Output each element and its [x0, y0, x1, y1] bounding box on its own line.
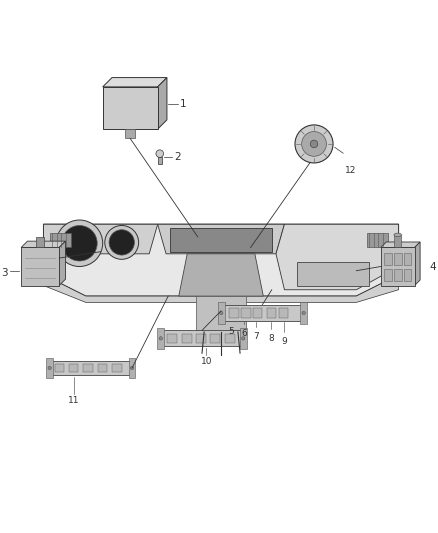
Bar: [384, 270, 392, 281]
Circle shape: [302, 311, 305, 314]
Bar: [210, 334, 220, 343]
Circle shape: [295, 125, 333, 163]
Bar: [161, 330, 243, 346]
Circle shape: [109, 230, 134, 255]
Bar: [240, 328, 247, 349]
Bar: [21, 247, 59, 286]
Ellipse shape: [394, 233, 402, 237]
Bar: [394, 235, 401, 247]
Bar: [36, 237, 44, 247]
Polygon shape: [21, 241, 66, 247]
Text: 2: 2: [175, 151, 181, 161]
Bar: [158, 157, 162, 164]
Bar: [102, 87, 158, 129]
Bar: [221, 304, 304, 321]
Bar: [367, 233, 388, 247]
Bar: [300, 302, 307, 324]
Text: 11: 11: [68, 396, 80, 405]
Circle shape: [310, 140, 318, 148]
Circle shape: [48, 366, 51, 369]
Circle shape: [302, 132, 326, 156]
Polygon shape: [415, 242, 420, 286]
Polygon shape: [179, 254, 263, 296]
Bar: [404, 253, 411, 265]
Bar: [230, 308, 239, 318]
Text: 3: 3: [1, 268, 7, 278]
Bar: [279, 308, 288, 318]
Bar: [46, 358, 53, 378]
Polygon shape: [59, 241, 66, 286]
Bar: [253, 308, 262, 318]
Polygon shape: [276, 224, 399, 290]
Bar: [384, 253, 392, 265]
Polygon shape: [381, 242, 420, 247]
Text: 12: 12: [345, 166, 356, 175]
Circle shape: [219, 311, 223, 314]
Bar: [267, 308, 276, 318]
Bar: [241, 308, 251, 318]
Bar: [167, 334, 177, 343]
Bar: [181, 334, 192, 343]
Polygon shape: [43, 224, 158, 262]
Circle shape: [56, 220, 102, 266]
Bar: [196, 296, 247, 332]
Text: 1: 1: [180, 99, 186, 109]
Circle shape: [241, 337, 245, 340]
Bar: [381, 247, 415, 286]
Text: 9: 9: [282, 337, 287, 346]
Circle shape: [105, 225, 138, 260]
Circle shape: [62, 225, 97, 261]
Bar: [112, 364, 121, 372]
Text: 8: 8: [268, 334, 274, 343]
Polygon shape: [43, 224, 399, 296]
Bar: [394, 253, 402, 265]
Bar: [125, 129, 135, 139]
Bar: [129, 358, 135, 378]
Bar: [50, 233, 71, 247]
Polygon shape: [158, 224, 284, 254]
Text: 4: 4: [429, 262, 436, 271]
Bar: [297, 262, 369, 286]
Circle shape: [159, 337, 162, 340]
Polygon shape: [102, 78, 167, 87]
Bar: [196, 334, 206, 343]
Text: 10: 10: [201, 357, 212, 366]
Bar: [49, 361, 132, 375]
Circle shape: [156, 150, 163, 157]
Bar: [404, 270, 411, 281]
Bar: [218, 302, 225, 324]
Circle shape: [131, 366, 134, 369]
Polygon shape: [158, 78, 167, 129]
Bar: [157, 328, 164, 349]
Bar: [98, 364, 107, 372]
Bar: [69, 364, 78, 372]
Text: 6: 6: [241, 329, 247, 338]
Text: 7: 7: [253, 332, 258, 341]
Text: 5: 5: [228, 327, 234, 335]
Bar: [394, 270, 402, 281]
Bar: [170, 229, 272, 252]
Bar: [225, 334, 235, 343]
Bar: [84, 364, 93, 372]
Polygon shape: [43, 275, 399, 302]
Bar: [55, 364, 64, 372]
